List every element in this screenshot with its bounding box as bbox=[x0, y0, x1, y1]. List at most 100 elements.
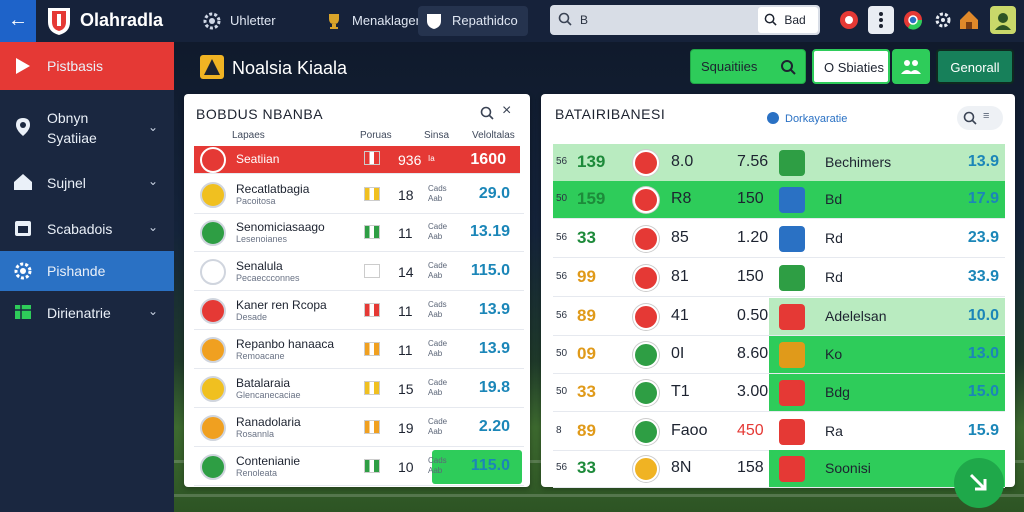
team-value: 29.0 bbox=[478, 185, 510, 202]
flag-icon bbox=[364, 342, 380, 356]
search-bar[interactable]: B Bad bbox=[550, 5, 820, 35]
team-code: T1 bbox=[671, 383, 690, 400]
search-button[interactable]: Bad bbox=[758, 7, 818, 33]
stat-label: Cads Aab bbox=[428, 184, 447, 203]
sidebar-item-pishande[interactable]: Pishande bbox=[0, 251, 174, 291]
panel-subtitle[interactable]: Dorkayaratie bbox=[785, 113, 848, 125]
search-icon[interactable] bbox=[480, 106, 494, 120]
chevron-down-icon[interactable]: ⌄ bbox=[147, 304, 158, 318]
chevron-down-icon[interactable]: ⌄ bbox=[147, 220, 158, 234]
close-icon[interactable]: × bbox=[502, 102, 512, 119]
team-subtitle: Lesenoianes bbox=[236, 234, 288, 244]
flag-icon bbox=[364, 264, 380, 278]
menu-icon: ≡ bbox=[983, 110, 990, 122]
stat-value: 33 bbox=[577, 228, 596, 247]
top-bar: ← Olahradla Uhletter Menaklager Repathid… bbox=[0, 0, 1024, 42]
table-row[interactable]: 56 89 41 0.50 Adelelsan 10.0 bbox=[553, 298, 1005, 336]
sbiaties-button[interactable]: O Sbiaties bbox=[812, 49, 890, 84]
team-name: Repanbo hanaaca bbox=[236, 337, 335, 351]
table-row[interactable]: Senalula Pecaeccconnes 14 Cade Aab 115.0 bbox=[194, 253, 524, 291]
table-row[interactable]: Recatlatbagia Pacoitosa 18 Cads Aab 29.0 bbox=[194, 176, 524, 214]
search-icon bbox=[781, 60, 796, 75]
table-row[interactable]: Ranadolaria Rosannla 19 Cade Aab 2.20 bbox=[194, 409, 524, 447]
table-row[interactable]: 56 33 85 1.20 Rd 23.9 bbox=[553, 220, 1005, 258]
table-row[interactable]: 56 99 81 150 Rd 33.9 bbox=[553, 259, 1005, 297]
column-header[interactable]: Lapaes bbox=[232, 130, 265, 141]
table-row[interactable]: 50 159 R8 150 Bd 17.9 bbox=[553, 181, 1005, 219]
team-crest-icon bbox=[200, 415, 226, 441]
team-icon bbox=[901, 60, 921, 74]
column-header[interactable]: Poruas bbox=[360, 130, 392, 141]
stat-label: 8 bbox=[556, 425, 562, 436]
genorall-button[interactable]: Genorall bbox=[936, 49, 1014, 84]
chevron-down-icon[interactable]: ⌄ bbox=[147, 174, 158, 188]
home-icon[interactable] bbox=[956, 6, 982, 34]
nav-item-menaklager[interactable]: Menaklager bbox=[318, 6, 420, 36]
team-crest-icon bbox=[633, 265, 659, 291]
team-name: Contenianie bbox=[236, 454, 301, 468]
stat-value: 159 bbox=[577, 189, 606, 208]
team-score: 3.00 bbox=[737, 383, 769, 400]
stat-value: 19 bbox=[398, 420, 414, 436]
browser-icon[interactable] bbox=[900, 6, 926, 34]
table-row[interactable]: Seatiian 936 Ia 1600 bbox=[194, 146, 520, 174]
settings-icon[interactable] bbox=[930, 6, 956, 34]
nav-item-uhletter[interactable]: Uhletter bbox=[196, 6, 276, 36]
profile-badge-icon[interactable] bbox=[990, 6, 1016, 34]
stat-label: 50 bbox=[556, 193, 568, 204]
team-logo-icon bbox=[779, 419, 805, 445]
stat-value: 11 bbox=[398, 303, 413, 319]
search-input[interactable]: B bbox=[580, 13, 589, 27]
team-value: 2.20 bbox=[478, 418, 510, 435]
team-icon-button[interactable] bbox=[892, 49, 930, 84]
team-name: Bdg bbox=[825, 384, 850, 400]
highlight-cell bbox=[432, 450, 522, 484]
table-row[interactable]: 50 33 T1 3.00 Bdg 15.0 bbox=[553, 374, 1005, 412]
team-subtitle: Pacoitosa bbox=[236, 196, 276, 206]
sidebar-item-obnyn[interactable]: Obnyn Syatiiae ⌄ bbox=[0, 102, 174, 152]
sidebar-item-scabadois[interactable]: Scabadois ⌄ bbox=[0, 214, 174, 244]
stat-label: 56 bbox=[556, 462, 568, 473]
chevron-down-icon[interactable]: ⌄ bbox=[147, 120, 158, 134]
more-options-icon[interactable] bbox=[868, 6, 894, 34]
column-header[interactable]: Sinsa bbox=[424, 130, 450, 141]
sidebar-item-label: Sujnel bbox=[47, 175, 86, 191]
table-row[interactable]: 56 33 8N 158 Soonisi bbox=[553, 450, 1005, 488]
search-icon bbox=[558, 12, 572, 26]
team-score: 7.56 bbox=[737, 153, 769, 170]
filter-toggle[interactable]: ≡ bbox=[957, 106, 1003, 130]
squaitiies-button[interactable]: Squaitiies bbox=[690, 49, 806, 84]
calendar-icon bbox=[15, 221, 31, 236]
stat-value: 14 bbox=[398, 264, 414, 280]
team-logo-icon bbox=[779, 187, 805, 213]
info-icon bbox=[767, 112, 779, 124]
club-badge-icon[interactable] bbox=[836, 6, 862, 34]
shield-logo-icon bbox=[48, 8, 70, 35]
table-row[interactable]: Repanbo hanaaca Remoacane 11 Cade Aab 13.9 bbox=[194, 331, 524, 369]
stat-value: 11 bbox=[398, 225, 413, 241]
nav-item-repathidco[interactable]: Repathidco bbox=[418, 6, 528, 36]
table-row[interactable]: Contenianie Renoleata 10 Cads Aab 115.0 bbox=[194, 448, 524, 486]
column-header[interactable]: Veloltalas bbox=[472, 130, 515, 141]
back-arrow-icon[interactable]: ← bbox=[0, 0, 36, 42]
table-row[interactable]: Batalaraia Glencanecaciae 15 Cade Aab 19.8 bbox=[194, 370, 524, 408]
team-crest-icon bbox=[633, 380, 659, 406]
stat-value: 10 bbox=[398, 459, 414, 475]
table-row[interactable]: 8 89 Faoo 450 Ra 15.9 bbox=[553, 413, 1005, 451]
stat-label: 50 bbox=[556, 386, 568, 397]
table-row[interactable]: 50 09 0I 8.60 Ko 13.0 bbox=[553, 336, 1005, 374]
team-name: Rd bbox=[825, 230, 843, 246]
floating-action-button[interactable] bbox=[954, 458, 1004, 508]
team-code: 8N bbox=[671, 459, 692, 476]
team-code: 85 bbox=[671, 229, 689, 246]
table-row[interactable]: Kaner ren Rcopa Desade 11 Cads Aab 13.9 bbox=[194, 292, 524, 330]
button-label: O Sbiaties bbox=[824, 60, 884, 75]
team-score: 0.50 bbox=[737, 307, 769, 324]
sidebar-item-dirienatrie[interactable]: Dirienatrie ⌄ bbox=[0, 298, 174, 328]
sidebar-item-sujnel[interactable]: Sujnel ⌄ bbox=[0, 168, 174, 198]
table-row[interactable]: Senomiciasaago Lesenoianes 11 Cade Aab 13.19 bbox=[194, 214, 524, 252]
flag-icon bbox=[364, 303, 380, 317]
sidebar-item-pistbasis[interactable]: Pistbasis bbox=[0, 42, 174, 90]
team-value: 13.9 bbox=[967, 153, 999, 170]
table-row[interactable]: 56 139 8.0 7.56 Bechimers 13.9 bbox=[553, 144, 1005, 182]
